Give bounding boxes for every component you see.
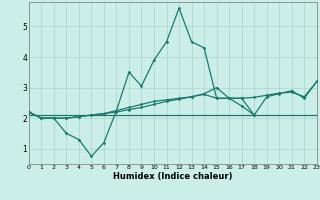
X-axis label: Humidex (Indice chaleur): Humidex (Indice chaleur) [113, 172, 233, 181]
